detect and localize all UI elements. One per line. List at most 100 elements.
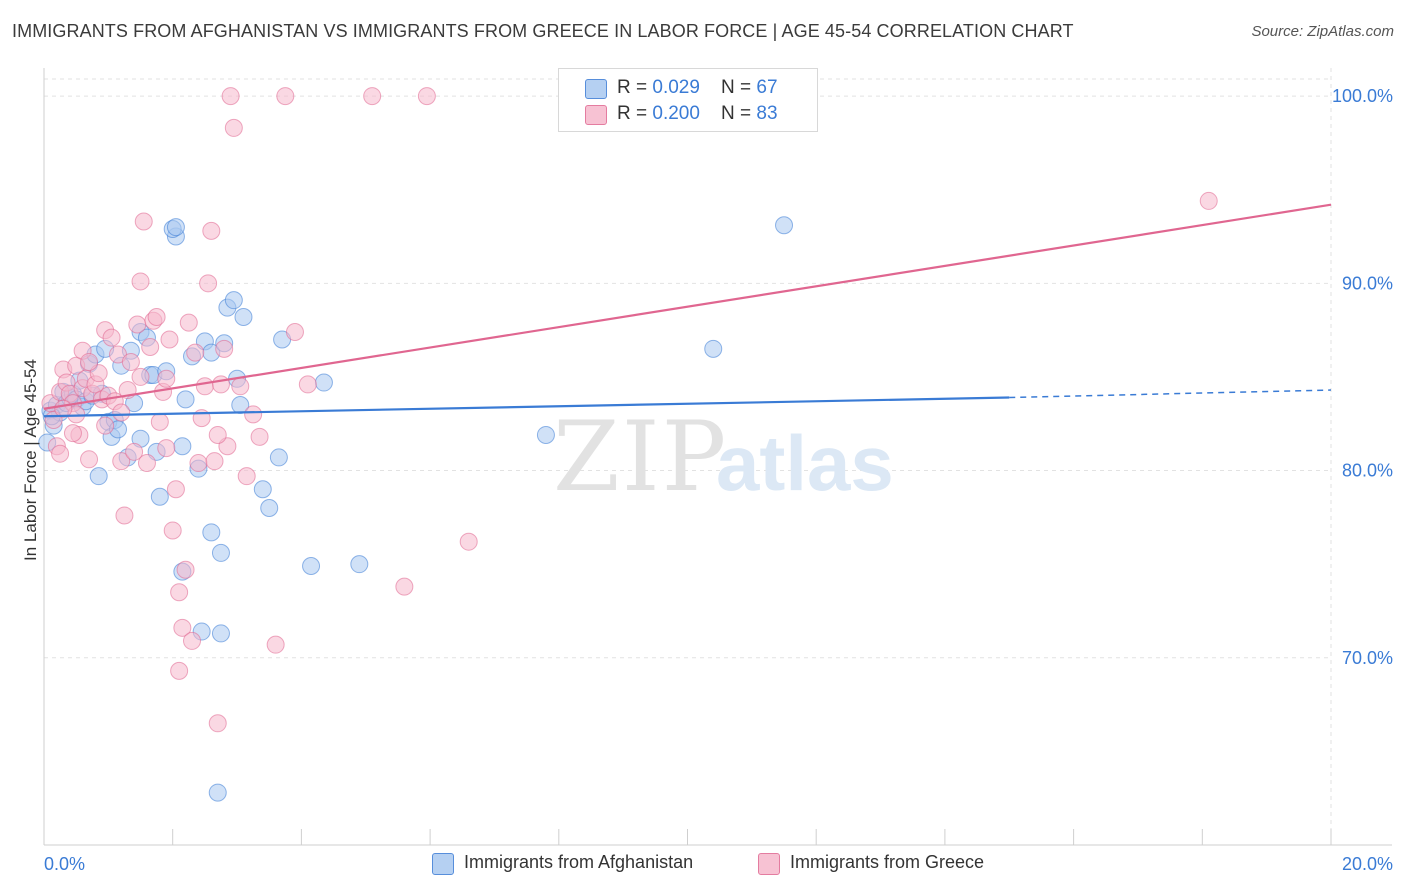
x-tick-label-min: 0.0%	[44, 854, 85, 874]
greece-point	[63, 424, 82, 443]
afghanistan-point	[208, 783, 227, 802]
legend-n-label: N =	[721, 103, 757, 124]
afghanistan-point	[302, 557, 321, 576]
greece-point	[208, 425, 227, 444]
bottom-legend-swatch-afghanistan	[432, 853, 454, 875]
greece-point	[51, 444, 70, 463]
greece-point	[160, 330, 179, 349]
afghanistan-point	[314, 373, 333, 392]
greece-point	[128, 315, 147, 334]
greece-point	[170, 661, 189, 680]
greece-point	[199, 274, 218, 293]
greece-point	[166, 480, 185, 499]
greece-point	[176, 560, 195, 579]
afghanistan-point	[536, 425, 555, 444]
greece-point	[183, 631, 202, 650]
afghanistan-point	[253, 480, 272, 499]
greece-point	[80, 450, 99, 469]
greece-point	[211, 375, 230, 394]
greece-point	[298, 375, 317, 394]
greece-point	[157, 439, 176, 458]
y-axis-label: In Labor Force | Age 45-54	[21, 359, 40, 561]
greece-point	[121, 352, 140, 371]
greece-point	[112, 452, 131, 471]
greece-point	[112, 403, 131, 422]
chart-source: Source: ZipAtlas.com	[1251, 23, 1394, 40]
watermark-zip: ZIP	[553, 401, 728, 513]
watermark: ZIP atlas	[553, 401, 894, 513]
axis-tick-labels: 70.0% 80.0% 90.0% 100.0% 0.0% 20.0%	[44, 86, 1393, 874]
greece-point	[208, 714, 227, 733]
greece-point	[115, 506, 134, 525]
afghanistan-point	[775, 216, 794, 235]
afghanistan-point	[89, 467, 108, 486]
greece-point	[131, 367, 150, 386]
greece-point	[189, 454, 208, 473]
greece-point	[134, 212, 153, 231]
afghanistan-point	[224, 291, 243, 310]
legend-n-value: 83	[756, 103, 778, 124]
greece-point	[179, 313, 198, 332]
greece-point	[205, 452, 224, 471]
afghanistan-trend-extension	[1009, 389, 1332, 399]
legend-n-value: 67	[756, 77, 778, 98]
greece-point	[215, 339, 234, 358]
greece-point	[276, 87, 295, 106]
greece-point	[395, 577, 414, 596]
chart-title: IMMIGRANTS FROM AFGHANISTAN VS IMMIGRANT…	[12, 21, 1074, 41]
greece-point	[147, 308, 166, 327]
legend-r-label: R =	[617, 103, 653, 124]
afghanistan-point	[211, 543, 230, 562]
afghanistan-point	[166, 218, 185, 237]
legend-n-label: N =	[721, 77, 757, 98]
bottom-legend-label: Immigrants from Greece	[790, 852, 985, 872]
legend-swatch-greece	[585, 105, 607, 125]
bottom-legend-label: Immigrants from Afghanistan	[464, 852, 694, 872]
greece-point	[244, 405, 263, 424]
afghanistan-trend-line	[43, 396, 1010, 418]
watermark-atlas: atlas	[716, 419, 894, 507]
afghanistan-point	[202, 523, 221, 542]
greece-point	[102, 328, 121, 347]
greece-point	[221, 87, 240, 106]
greece-point	[186, 343, 205, 362]
afghanistan-point	[176, 390, 195, 409]
legend-r-label: R =	[617, 77, 653, 98]
greece-trend-line	[43, 203, 1332, 410]
afghanistan-point	[269, 448, 288, 467]
greece-point	[202, 221, 221, 240]
y-tick-label: 100.0%	[1332, 86, 1393, 106]
greece-point	[459, 532, 478, 551]
trend-lines	[43, 203, 1332, 418]
greece-point	[137, 454, 156, 473]
greece-point	[141, 337, 160, 356]
x-tick-label-max: 20.0%	[1342, 854, 1393, 874]
y-tick-label: 90.0%	[1342, 273, 1393, 293]
greece-point	[173, 618, 192, 637]
greece-point	[163, 521, 182, 540]
afghanistan-point	[704, 339, 723, 358]
correlation-legend: R = 0.029 N = 67 R = 0.200 N = 83	[558, 68, 818, 132]
greece-point	[157, 369, 176, 388]
greece-point	[250, 427, 269, 446]
greece-point	[224, 118, 243, 137]
afghanistan-point	[234, 308, 253, 327]
greece-point	[131, 272, 150, 291]
afghanistan-point	[260, 498, 279, 517]
greece-point	[150, 412, 169, 431]
afghanistan-point	[150, 487, 169, 506]
bottom-legend-swatch-greece	[758, 853, 780, 875]
afghanistan-point	[350, 555, 369, 574]
greece-point	[170, 583, 189, 602]
greece-point	[237, 467, 256, 486]
greece-point	[96, 416, 115, 435]
greece-point	[80, 352, 99, 371]
y-tick-label: 80.0%	[1342, 461, 1393, 481]
legend-r-value: 0.029	[652, 77, 700, 98]
greece-point	[266, 635, 285, 654]
greece-point	[125, 442, 144, 461]
afghanistan-point	[173, 437, 192, 456]
legend-swatch-afghanistan	[585, 79, 607, 99]
greece-point	[417, 87, 436, 106]
